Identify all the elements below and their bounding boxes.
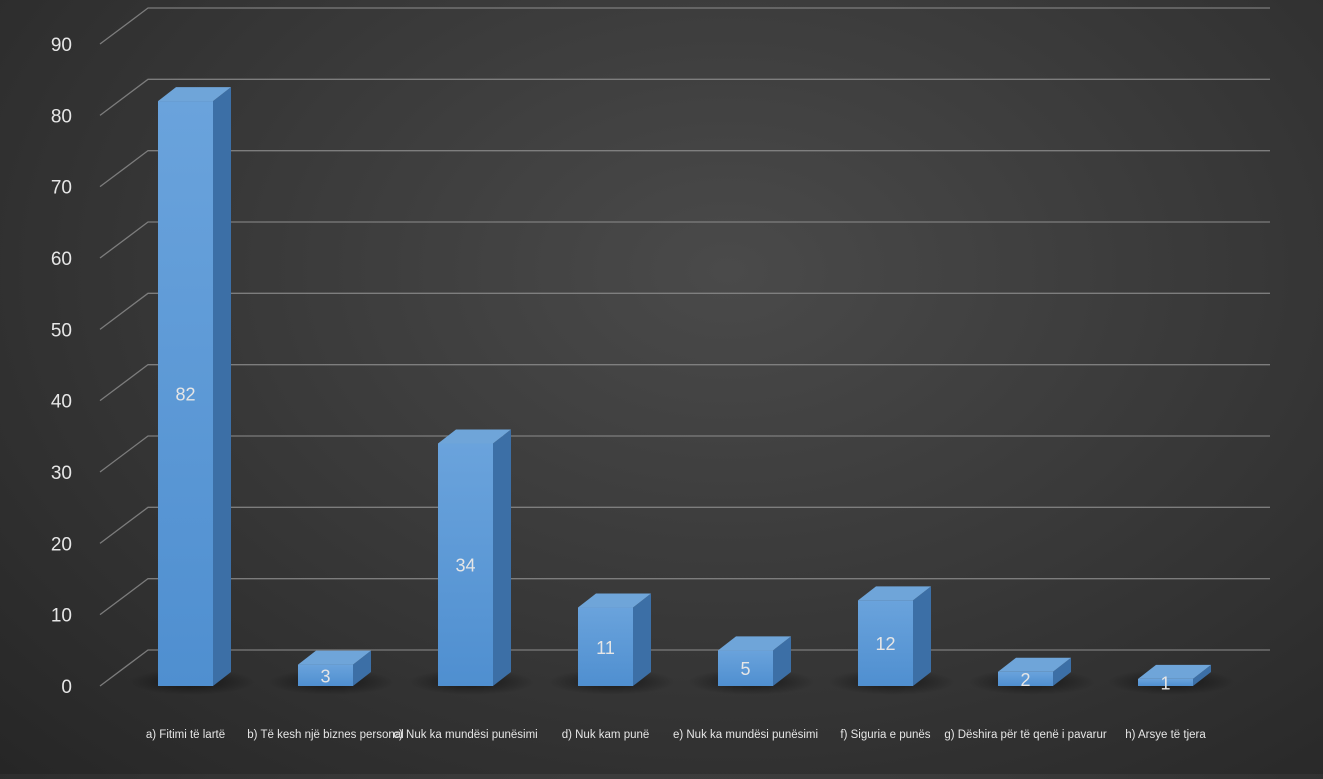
bar-data-label: 2	[1020, 670, 1030, 690]
gridline	[99, 150, 1270, 188]
y-tick-label: 30	[51, 463, 72, 484]
bar-top	[438, 429, 511, 444]
bar-front	[998, 671, 1053, 686]
bar: 34	[408, 429, 535, 695]
bar-side	[213, 87, 231, 687]
y-tick-label: 50	[51, 320, 72, 341]
gridline	[99, 221, 1270, 259]
y-tick-label: 80	[51, 106, 72, 127]
bar-top	[858, 586, 931, 601]
y-tick-label: 20	[51, 534, 72, 555]
bar-data-label: 82	[175, 385, 195, 405]
x-tick-label: a) Fitimi të lartë	[146, 729, 225, 741]
bar-data-label: 11	[596, 638, 615, 658]
x-tick-label: e) Nuk ka mundësi punësimi	[673, 729, 818, 741]
bar: 5	[688, 636, 815, 695]
bar-front	[158, 101, 213, 687]
bar-side	[633, 593, 651, 686]
y-tick-label: 10	[51, 606, 72, 627]
x-tick-label: b) Të kesh një biznes personal	[247, 729, 403, 741]
gridline	[99, 578, 1270, 616]
bar: 11	[548, 593, 675, 695]
x-tick-label: f) Siguria e punës	[840, 729, 930, 741]
y-tick-label: 60	[51, 249, 72, 270]
y-tick-label: 90	[51, 35, 72, 56]
gridline	[99, 7, 1270, 45]
bar-side	[913, 586, 931, 686]
gridline	[99, 435, 1270, 473]
x-axis-tick-labels: a) Fitimi të lartë b) Të kesh një biznes …	[146, 729, 1206, 741]
x-tick-label: h) Arsye të tjera	[1125, 729, 1206, 741]
bar-front	[1138, 678, 1193, 686]
bar-data-label: 1	[1160, 673, 1170, 693]
bar-front	[718, 650, 773, 686]
bar: 12	[828, 586, 955, 695]
bar: 82	[128, 87, 255, 695]
y-tick-label: 40	[51, 392, 72, 413]
bar-top	[998, 657, 1071, 672]
bar-top	[1138, 664, 1211, 679]
bar-side	[773, 636, 791, 686]
x-tick-label: d) Nuk kam punë	[562, 729, 650, 741]
bar-front	[578, 607, 633, 686]
y-tick-label: 0	[61, 677, 72, 698]
gridline	[99, 364, 1270, 402]
bar-data-label: 5	[740, 659, 750, 679]
x-tick-label: c) Nuk ka mundësi punësimi	[393, 729, 537, 741]
bar-top	[578, 593, 651, 608]
bar-front	[858, 600, 913, 686]
bar-top	[158, 87, 231, 102]
bar-top	[718, 636, 791, 651]
x-tick-label: g) Dëshira për të qenë i pavarur	[944, 729, 1107, 741]
y-tick-label: 70	[51, 178, 72, 199]
bar: 2	[968, 657, 1095, 695]
y-axis-tick-labels: 0 10 20 30 40 50 60 70 80 90	[51, 35, 72, 698]
bar-side	[1193, 664, 1211, 686]
bar-top	[298, 650, 371, 665]
bar: 3	[268, 650, 395, 695]
bar: 1	[1108, 664, 1235, 695]
bar-data-label: 3	[320, 666, 330, 686]
gridline	[99, 506, 1270, 544]
bar-front	[298, 664, 353, 686]
bar-side	[353, 650, 371, 686]
bar-data-label: 12	[875, 634, 895, 654]
gridline	[99, 78, 1270, 116]
bar-data-label: 34	[455, 556, 475, 576]
gridline	[99, 292, 1270, 330]
bar-front	[438, 443, 493, 686]
bars: 82 3 34 11 5 12 2 1	[128, 87, 1235, 695]
gridlines	[99, 7, 1270, 687]
bar-side	[1053, 657, 1071, 686]
bar-side	[493, 429, 511, 686]
